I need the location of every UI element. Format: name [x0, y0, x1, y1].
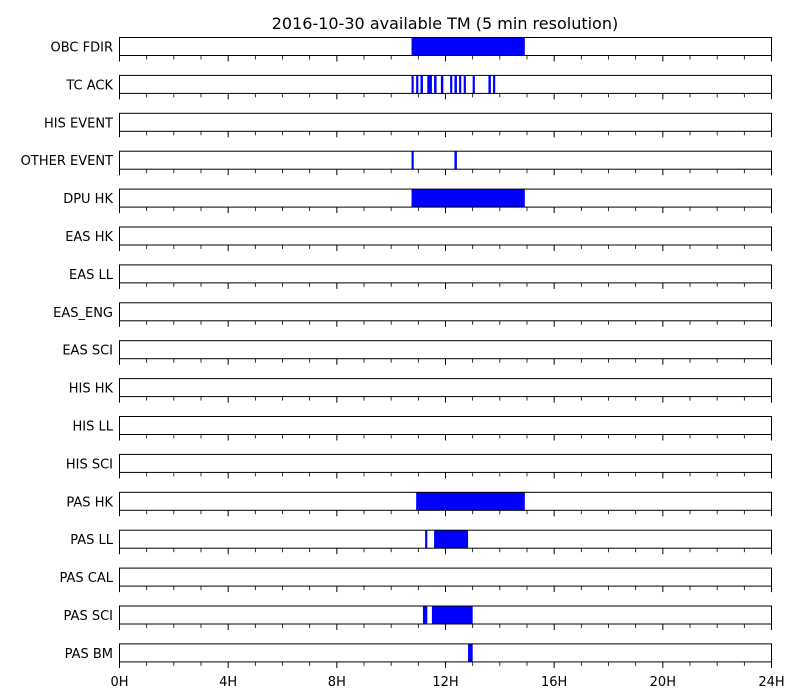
- row-obc-fdir: OBC FDIR: [51, 37, 772, 62]
- availability-bar: [463, 75, 466, 94]
- row-label: EAS HK: [65, 230, 113, 245]
- row-label: EAS SCI: [62, 344, 113, 359]
- x-tick-label: 16H: [541, 675, 567, 690]
- row-label: PAS BM: [65, 647, 113, 662]
- availability-bar: [411, 37, 525, 56]
- row-pas-sci: PAS SCI: [64, 605, 772, 630]
- x-tick-label: 20H: [650, 675, 676, 690]
- row-label: PAS CAL: [60, 571, 114, 586]
- row-eas-sci: EAS SCI: [62, 340, 772, 365]
- availability-bar: [454, 75, 457, 94]
- availability-bar: [427, 75, 432, 94]
- availability-bar: [416, 492, 525, 511]
- row-label: PAS LL: [70, 533, 114, 548]
- row-his-event: HIS EVENT: [44, 112, 772, 138]
- x-tick-label: 24H: [758, 675, 784, 690]
- availability-bar: [411, 189, 525, 208]
- row-pas-hk: PAS HK: [66, 491, 772, 517]
- availability-bar: [468, 643, 473, 662]
- row-eas-ll: EAS LL: [69, 264, 772, 289]
- row-dpu-hk: DPU HK: [63, 188, 772, 214]
- row-his-hk: HIS HK: [69, 378, 772, 403]
- availability-bar: [411, 151, 414, 170]
- row-frame: [119, 567, 772, 587]
- row-his-sci: HIS SCI: [66, 453, 772, 479]
- row-frame: [119, 112, 772, 132]
- row-label: HIS HK: [69, 382, 114, 397]
- timeline-rows: OBC FDIR TC ACK HIS EVENT OTHER EVENT DPU HK…: [21, 37, 772, 668]
- row-eas-hk: EAS HK: [65, 226, 772, 251]
- x-tick-label: 12H: [432, 675, 458, 690]
- row-label: EAS LL: [69, 268, 114, 283]
- row-frame: [119, 340, 772, 360]
- row-label: EAS_ENG: [53, 306, 113, 321]
- chart-title: 2016-10-30 available TM (5 min resolutio…: [272, 14, 618, 33]
- availability-bar: [434, 75, 437, 94]
- row-his-ll: HIS LL: [73, 416, 772, 441]
- availability-bar: [411, 75, 414, 94]
- availability-bar: [493, 75, 496, 94]
- x-tick-label: 4H: [219, 675, 237, 690]
- availability-bar: [488, 75, 491, 94]
- row-frame: [119, 74, 772, 94]
- x-tick-label: 8H: [328, 675, 346, 690]
- row-pas-ll: PAS LL: [70, 529, 772, 555]
- availability-bar: [450, 75, 453, 94]
- availability-bar: [472, 75, 475, 94]
- row-frame: [119, 378, 772, 398]
- availability-bar: [420, 75, 423, 94]
- row-frame: [119, 226, 772, 246]
- row-tc-ack: TC ACK: [65, 74, 772, 100]
- row-pas-bm: PAS BM: [65, 643, 772, 668]
- row-label: DPU HK: [63, 192, 113, 207]
- x-axis: 0H 4H 8H 12H 16H 20H 24H: [110, 675, 784, 690]
- row-label: OBC FDIR: [51, 41, 114, 56]
- x-tick-label: 0H: [110, 675, 128, 690]
- row-label: TC ACK: [65, 78, 113, 93]
- availability-bar: [459, 75, 462, 94]
- row-frame: [119, 453, 772, 473]
- row-pas-cal: PAS CAL: [60, 567, 772, 593]
- availability-bar: [440, 75, 444, 94]
- row-label: HIS SCI: [66, 457, 113, 472]
- availability-bar: [425, 530, 428, 549]
- row-frame: [119, 416, 772, 435]
- row-label: PAS SCI: [64, 609, 113, 624]
- row-label: HIS LL: [73, 420, 114, 435]
- row-frame: [119, 302, 772, 322]
- availability-bar: [416, 75, 419, 94]
- availability-bar: [454, 151, 457, 170]
- row-label: OTHER EVENT: [21, 154, 113, 169]
- availability-bar: [431, 606, 473, 624]
- row-frame: [119, 264, 772, 284]
- row-other-event: OTHER EVENT: [21, 150, 772, 176]
- row-frame: [119, 150, 772, 170]
- row-eas-eng: EAS_ENG: [53, 302, 772, 327]
- row-label: PAS HK: [66, 495, 113, 510]
- row-frame: [119, 643, 772, 663]
- availability-bar: [422, 606, 428, 624]
- availability-bar: [434, 530, 469, 549]
- row-label: HIS EVENT: [44, 116, 113, 131]
